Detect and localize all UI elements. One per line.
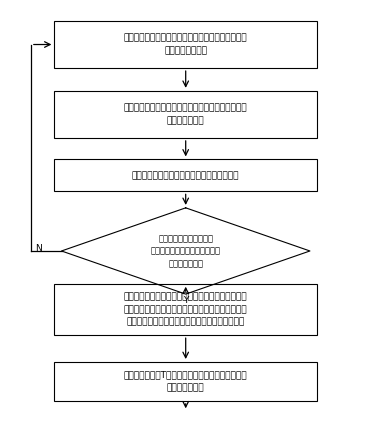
FancyBboxPatch shape (54, 91, 317, 138)
Text: Y: Y (183, 296, 188, 305)
FancyBboxPatch shape (54, 284, 317, 335)
Text: 单片机通过控制电压最大超级电容单体对应的第一接
触器和第二接触器使电压值最大的超级电容单体与所
述放电电阻的并联，对所述超级电容单体进行放电: 单片机通过控制电压最大超级电容单体对应的第一接 触器和第二接触器使电压值最大的超… (124, 292, 248, 327)
Text: 单片机控制器求出所有超级电容电压的平均值: 单片机控制器求出所有超级电容电压的平均值 (132, 171, 240, 180)
Text: 单片机控制器与超级电容电压检测模块通信，获得每
个超级电容的电压: 单片机控制器与超级电容电压检测模块通信，获得每 个超级电容的电压 (124, 34, 248, 55)
Text: N: N (35, 244, 42, 253)
FancyBboxPatch shape (54, 21, 317, 68)
FancyBboxPatch shape (54, 362, 317, 401)
FancyBboxPatch shape (54, 159, 317, 191)
Text: 电压值最大的超级电容电
压与所有超级电容平均电压偏差
大于一设定阈值: 电压值最大的超级电容电 压与所有超级电容平均电压偏差 大于一设定阈值 (151, 234, 221, 268)
Text: 等待设定的时间T，单片机控制器通过控制端子断开
所有接触器开关: 等待设定的时间T，单片机控制器通过控制端子断开 所有接触器开关 (124, 371, 248, 392)
Text: 单片机控制器根据获得的超级电容电压，找出电压值
最大的超级电容: 单片机控制器根据获得的超级电容电压，找出电压值 最大的超级电容 (124, 104, 248, 125)
